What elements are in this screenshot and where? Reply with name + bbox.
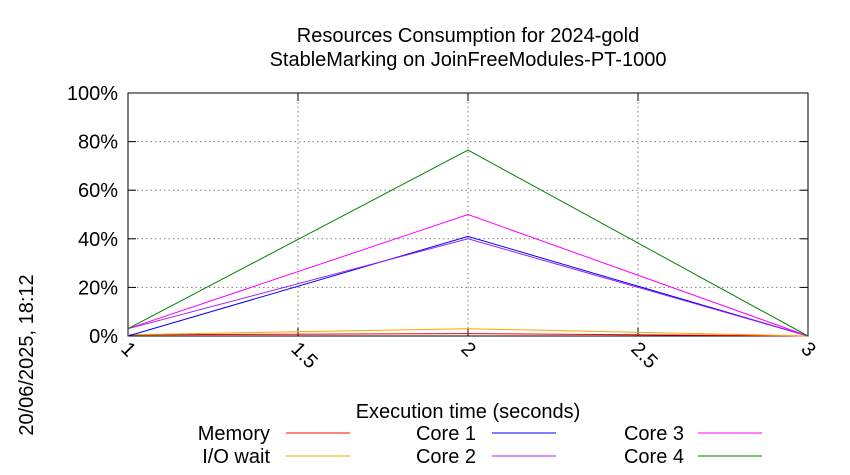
series-line-core-2	[127, 238, 809, 337]
legend-label: I/O wait	[202, 446, 270, 468]
legend-label: Core 4	[624, 446, 684, 468]
x-tick-label: 3	[796, 338, 819, 361]
series-line-core-1	[127, 235, 809, 337]
y-tick-label: 20%	[78, 277, 118, 299]
y-tick-label: 80%	[78, 132, 118, 154]
y-tick-label: 40%	[78, 229, 118, 251]
y-tick-label: 100%	[67, 83, 118, 105]
series-line-i-o-wait	[127, 328, 809, 337]
legend-label: Core 1	[416, 423, 476, 445]
x-tick-label: 2	[456, 338, 479, 361]
chart-title-line-1: Resources Consumption for 2024-gold	[297, 25, 639, 47]
grid-lines	[128, 93, 808, 336]
chart-title-line-2: StableMarking on JoinFreeModules-PT-1000	[270, 49, 667, 71]
series-lines	[127, 149, 809, 337]
series-line-memory	[127, 333, 809, 337]
x-tick-label: 1	[116, 338, 139, 361]
legend-label: Core 3	[624, 423, 684, 445]
y-tick-label: 60%	[78, 180, 118, 202]
axis-ticks: 0% 20% 40% 60% 80% 100% 1 1.5 2 2.5 3	[67, 83, 820, 373]
x-axis-label: Execution time (seconds)	[356, 401, 581, 423]
legend-label: Memory	[198, 423, 270, 445]
x-tick-label: 1.5	[286, 338, 321, 373]
series-line-core-3	[127, 213, 809, 337]
legend-label: Core 2	[416, 446, 476, 468]
y-tick-label: 0%	[89, 326, 118, 348]
series-line-core-4	[127, 149, 809, 337]
timestamp-label: 20/06/2025, 18:12	[16, 274, 38, 435]
x-tick-label: 2.5	[626, 338, 661, 373]
